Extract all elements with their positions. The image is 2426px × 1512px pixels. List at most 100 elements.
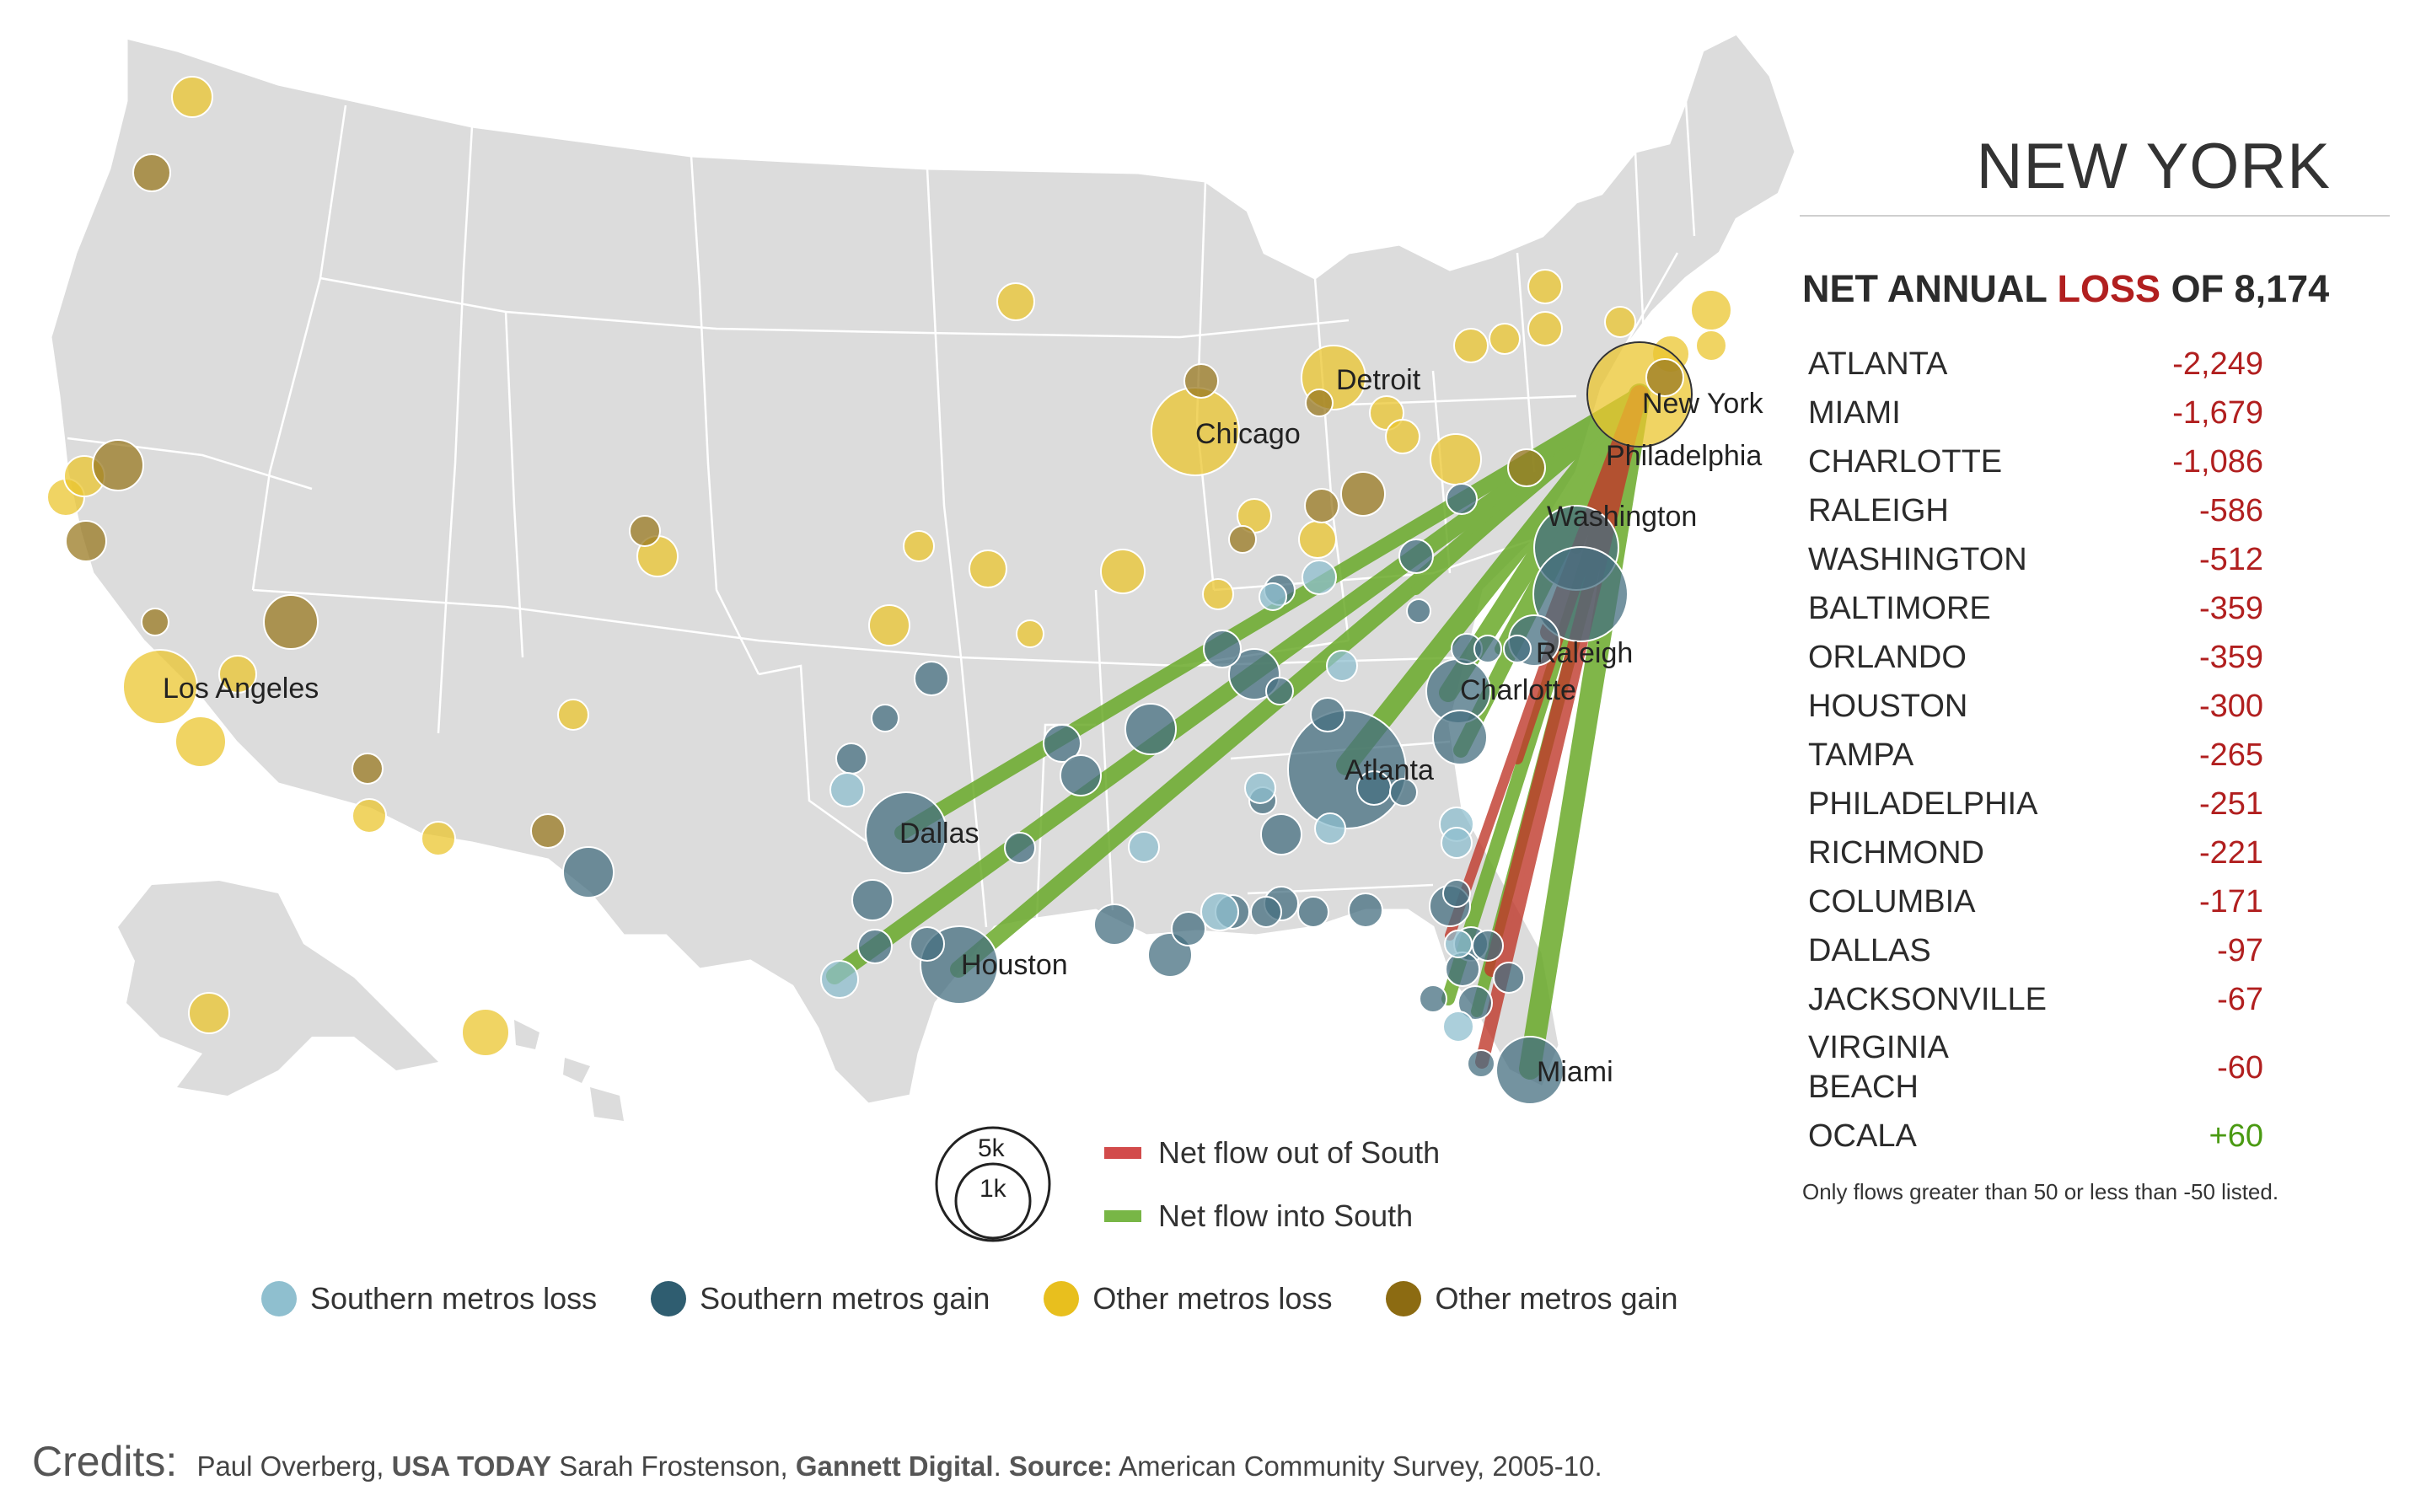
metro-bubble[interactable]: [352, 798, 387, 834]
metro-bubble[interactable]: [1260, 813, 1302, 855]
metro-bubble[interactable]: [1457, 985, 1493, 1021]
metro-bubble[interactable]: [1430, 433, 1482, 485]
metro-bubble[interactable]: [629, 515, 661, 547]
metro-bubble[interactable]: [1398, 539, 1434, 574]
metro-bubble[interactable]: [835, 743, 867, 775]
metro-bubble[interactable]: [530, 813, 566, 849]
metro-bubble[interactable]: [1128, 831, 1160, 863]
table-row[interactable]: ATLANTA -2,249: [1800, 340, 2263, 389]
table-row[interactable]: PHILADELPHIA -251: [1800, 780, 2263, 828]
metro-bubble[interactable]: [1093, 903, 1135, 946]
metro-bubble[interactable]: [1527, 269, 1563, 304]
metro-bubble[interactable]: [1183, 363, 1219, 399]
metro-bubble[interactable]: [1304, 488, 1339, 523]
metro-bubble[interactable]: [1495, 1036, 1565, 1105]
metro-bubble[interactable]: [1310, 697, 1345, 732]
metro-bubble[interactable]: [1043, 724, 1082, 763]
metro-bubble[interactable]: [122, 649, 198, 725]
metro-bubble[interactable]: [1250, 896, 1282, 928]
metro-bubble[interactable]: [218, 655, 257, 694]
table-row[interactable]: DALLAS -97: [1800, 926, 2263, 975]
metro-bubble[interactable]: [996, 282, 1035, 321]
metro-bubble[interactable]: [1406, 598, 1431, 624]
metro-bubble[interactable]: [1532, 546, 1629, 642]
metro-bubble[interactable]: [1489, 323, 1521, 355]
metro-bubble[interactable]: [132, 153, 171, 192]
metro-bubble[interactable]: [1444, 930, 1473, 958]
metro-bubble[interactable]: [1314, 812, 1346, 844]
metro-bubble[interactable]: [851, 879, 894, 921]
metro-bubble[interactable]: [1265, 677, 1294, 705]
metro-bubble[interactable]: [1690, 289, 1732, 331]
metro-bubble[interactable]: [1446, 483, 1478, 515]
metro-bubble[interactable]: [1340, 471, 1386, 517]
metro-bubble[interactable]: [1432, 710, 1488, 765]
metro-bubble[interactable]: [1507, 448, 1546, 487]
metro-bubble[interactable]: [1385, 419, 1420, 454]
metro-bubble[interactable]: [1493, 962, 1525, 994]
metro-bubble[interactable]: [557, 699, 589, 731]
table-row[interactable]: TAMPA -265: [1800, 731, 2263, 780]
metro-bubble[interactable]: [1441, 827, 1473, 859]
metro-bubble[interactable]: [969, 550, 1007, 588]
table-row[interactable]: WASHINGTON -512: [1800, 535, 2263, 584]
metro-bubble[interactable]: [1244, 772, 1276, 804]
metro-bubble[interactable]: [562, 846, 615, 898]
metro-bubble[interactable]: [421, 821, 456, 856]
metro-bubble[interactable]: [829, 772, 865, 807]
metro-bubble[interactable]: [1453, 328, 1489, 363]
table-row[interactable]: RALEIGH -586: [1800, 486, 2263, 535]
metro-bubble[interactable]: [1016, 619, 1044, 648]
metro-bubble[interactable]: [1527, 311, 1563, 346]
metro-bubble[interactable]: [1604, 306, 1636, 338]
metro-bubble[interactable]: [65, 520, 107, 562]
metro-bubble[interactable]: [1442, 1011, 1474, 1043]
metro-bubble[interactable]: [1203, 630, 1242, 668]
metro-bubble[interactable]: [1302, 560, 1337, 595]
metro-bubble[interactable]: [820, 960, 859, 999]
table-row[interactable]: VIRGINIA BEACH -60: [1800, 1024, 2263, 1112]
metro-bubble[interactable]: [352, 753, 384, 785]
table-row[interactable]: RICHMOND -221: [1800, 828, 2263, 877]
metro-bubble[interactable]: [1326, 650, 1358, 682]
table-row[interactable]: BALTIMORE -359: [1800, 584, 2263, 633]
metro-bubble[interactable]: [910, 926, 945, 962]
metro-bubble[interactable]: [1202, 578, 1234, 610]
metro-bubble[interactable]: [461, 1008, 510, 1057]
metro-bubble[interactable]: [1171, 911, 1206, 946]
metro-bubble[interactable]: [1124, 703, 1177, 755]
metro-bubble[interactable]: [1472, 930, 1504, 962]
metro-bubble[interactable]: [1467, 1049, 1495, 1078]
table-row[interactable]: MIAMI -1,679: [1800, 389, 2263, 437]
metro-bubble[interactable]: [263, 594, 319, 650]
metro-bubble[interactable]: [174, 716, 227, 768]
table-row[interactable]: JACKSONVILLE -67: [1800, 975, 2263, 1024]
metro-bubble[interactable]: [1305, 389, 1334, 417]
metro-bubble[interactable]: [92, 439, 144, 491]
metro-bubble[interactable]: [1004, 832, 1036, 864]
metro-bubble[interactable]: [1200, 893, 1239, 931]
metro-bubble[interactable]: [1695, 330, 1727, 362]
metro-bubble[interactable]: [188, 992, 230, 1034]
metro-bubble[interactable]: [1298, 520, 1337, 559]
metro-bubble[interactable]: [857, 929, 893, 964]
metro-bubble[interactable]: [865, 791, 947, 874]
metro-bubble[interactable]: [171, 76, 213, 118]
metro-bubble[interactable]: [1442, 879, 1471, 908]
metro-bubble[interactable]: [1100, 549, 1146, 594]
metro-bubble[interactable]: [1348, 893, 1383, 928]
metro-bubble[interactable]: [1060, 754, 1102, 796]
table-row[interactable]: HOUSTON -300: [1800, 682, 2263, 731]
metro-bubble[interactable]: [903, 530, 935, 562]
metro-bubble[interactable]: [1259, 582, 1287, 611]
metro-bubble[interactable]: [141, 608, 169, 636]
metro-bubble[interactable]: [1503, 635, 1532, 663]
table-row[interactable]: COLUMBIA -171: [1800, 877, 2263, 926]
metro-bubble[interactable]: [1419, 984, 1447, 1013]
metro-bubble[interactable]: [1228, 525, 1257, 554]
metro-bubble[interactable]: [914, 661, 949, 696]
table-row[interactable]: CHARLOTTE -1,086: [1800, 437, 2263, 486]
metro-bubble[interactable]: [1389, 778, 1418, 807]
table-row[interactable]: ORLANDO -359: [1800, 633, 2263, 682]
metro-bubble[interactable]: [871, 704, 899, 732]
